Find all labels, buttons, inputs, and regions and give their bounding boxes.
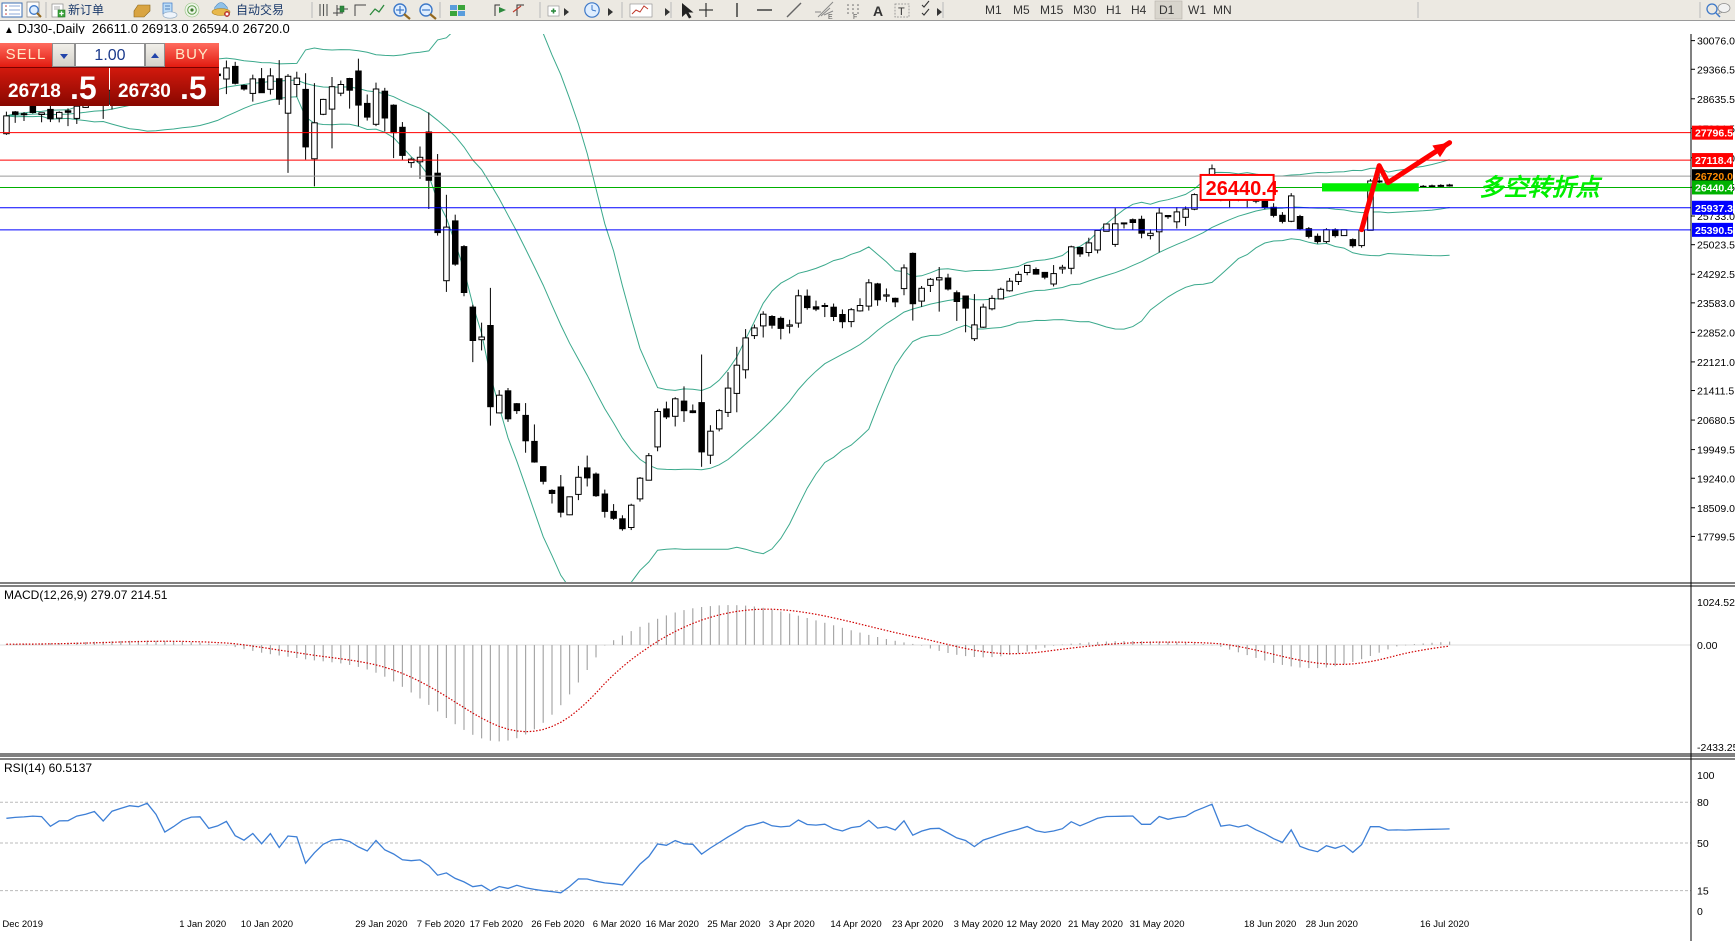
svg-text:25023.5: 25023.5 [1697,240,1735,252]
svg-text:23583.0: 23583.0 [1697,298,1735,310]
svg-text:25 Mar 2020: 25 Mar 2020 [707,919,760,930]
svg-text:16 Mar 2020: 16 Mar 2020 [646,919,699,930]
svg-text:新订单: 新订单 [68,2,104,17]
svg-text:7 Feb 2020: 7 Feb 2020 [417,919,465,930]
svg-text:RSI(14) 60.5137: RSI(14) 60.5137 [4,761,92,775]
svg-text:1024.52: 1024.52 [1697,597,1735,609]
svg-text:自动交易: 自动交易 [236,2,284,17]
svg-text:19949.5: 19949.5 [1697,445,1735,457]
svg-text:F: F [853,14,857,20]
svg-text:A: A [873,3,883,19]
svg-text:E: E [828,14,833,20]
svg-text:15: 15 [1697,886,1709,898]
svg-text:MACD(12,26,9) 279.07 214.51: MACD(12,26,9) 279.07 214.51 [4,588,168,602]
svg-text:H4: H4 [1131,3,1147,17]
svg-text:M30: M30 [1073,3,1097,17]
svg-text:10 Jan 2020: 10 Jan 2020 [241,919,293,930]
svg-text:29366.5: 29366.5 [1697,64,1735,76]
svg-text:-2433.25: -2433.25 [1697,742,1735,754]
svg-text:28 Jun 2020: 28 Jun 2020 [1306,919,1358,930]
svg-text:80: 80 [1697,797,1709,809]
svg-text:M1: M1 [985,3,1002,17]
svg-text:20680.5: 20680.5 [1697,415,1735,427]
svg-text:0: 0 [1697,906,1703,918]
svg-text:21 May 2020: 21 May 2020 [1068,919,1123,930]
svg-text:26 Feb 2020: 26 Feb 2020 [531,919,584,930]
svg-text:22121.0: 22121.0 [1697,357,1735,369]
svg-text:18 Jun 2020: 18 Jun 2020 [1244,919,1296,930]
svg-text:29 Jan 2020: 29 Jan 2020 [355,919,407,930]
svg-text:M5: M5 [1013,3,1030,17]
svg-text:17 Feb 2020: 17 Feb 2020 [470,919,523,930]
svg-text:1 Jan 2020: 1 Jan 2020 [179,919,226,930]
svg-text:26440.4: 26440.4 [1695,182,1733,194]
svg-text:MN: MN [1213,3,1232,17]
svg-text:31 May 2020: 31 May 2020 [1130,919,1185,930]
svg-text:M15: M15 [1040,3,1064,17]
svg-text:17799.5: 17799.5 [1697,531,1735,543]
svg-text:25390.5: 25390.5 [1695,225,1733,237]
svg-text:30076.0: 30076.0 [1697,36,1735,48]
svg-text:21411.5: 21411.5 [1697,386,1734,398]
svg-text:26440.4: 26440.4 [1206,178,1279,200]
svg-text:多空转折点: 多空转折点 [1480,174,1603,201]
svg-text:50: 50 [1697,838,1709,850]
svg-text:19240.0: 19240.0 [1697,473,1735,485]
svg-text:14 Apr 2020: 14 Apr 2020 [830,919,881,930]
svg-text:12 May 2020: 12 May 2020 [1006,919,1061,930]
svg-text:3 May 2020: 3 May 2020 [954,919,1004,930]
svg-text:W1: W1 [1188,3,1206,17]
svg-text:27796.5: 27796.5 [1695,128,1733,140]
svg-text:25937.3: 25937.3 [1695,203,1733,215]
svg-text:3 Apr 2020: 3 Apr 2020 [769,919,815,930]
svg-text:24292.5: 24292.5 [1697,269,1735,281]
svg-text:100: 100 [1697,770,1715,782]
svg-text:23 Apr 2020: 23 Apr 2020 [892,919,943,930]
svg-text:27118.4: 27118.4 [1695,155,1733,167]
svg-text:3 Dec 2019: 3 Dec 2019 [0,919,43,930]
svg-text:H1: H1 [1106,3,1122,17]
svg-text:T: T [898,6,905,18]
svg-text:0.00: 0.00 [1697,640,1718,652]
svg-text:28635.5: 28635.5 [1697,94,1735,106]
svg-text:18509.0: 18509.0 [1697,503,1735,515]
svg-text:D1: D1 [1159,3,1175,17]
svg-text:16 Jul 2020: 16 Jul 2020 [1420,919,1469,930]
svg-text:22852.0: 22852.0 [1697,327,1735,339]
svg-text:6 Mar 2020: 6 Mar 2020 [593,919,641,930]
